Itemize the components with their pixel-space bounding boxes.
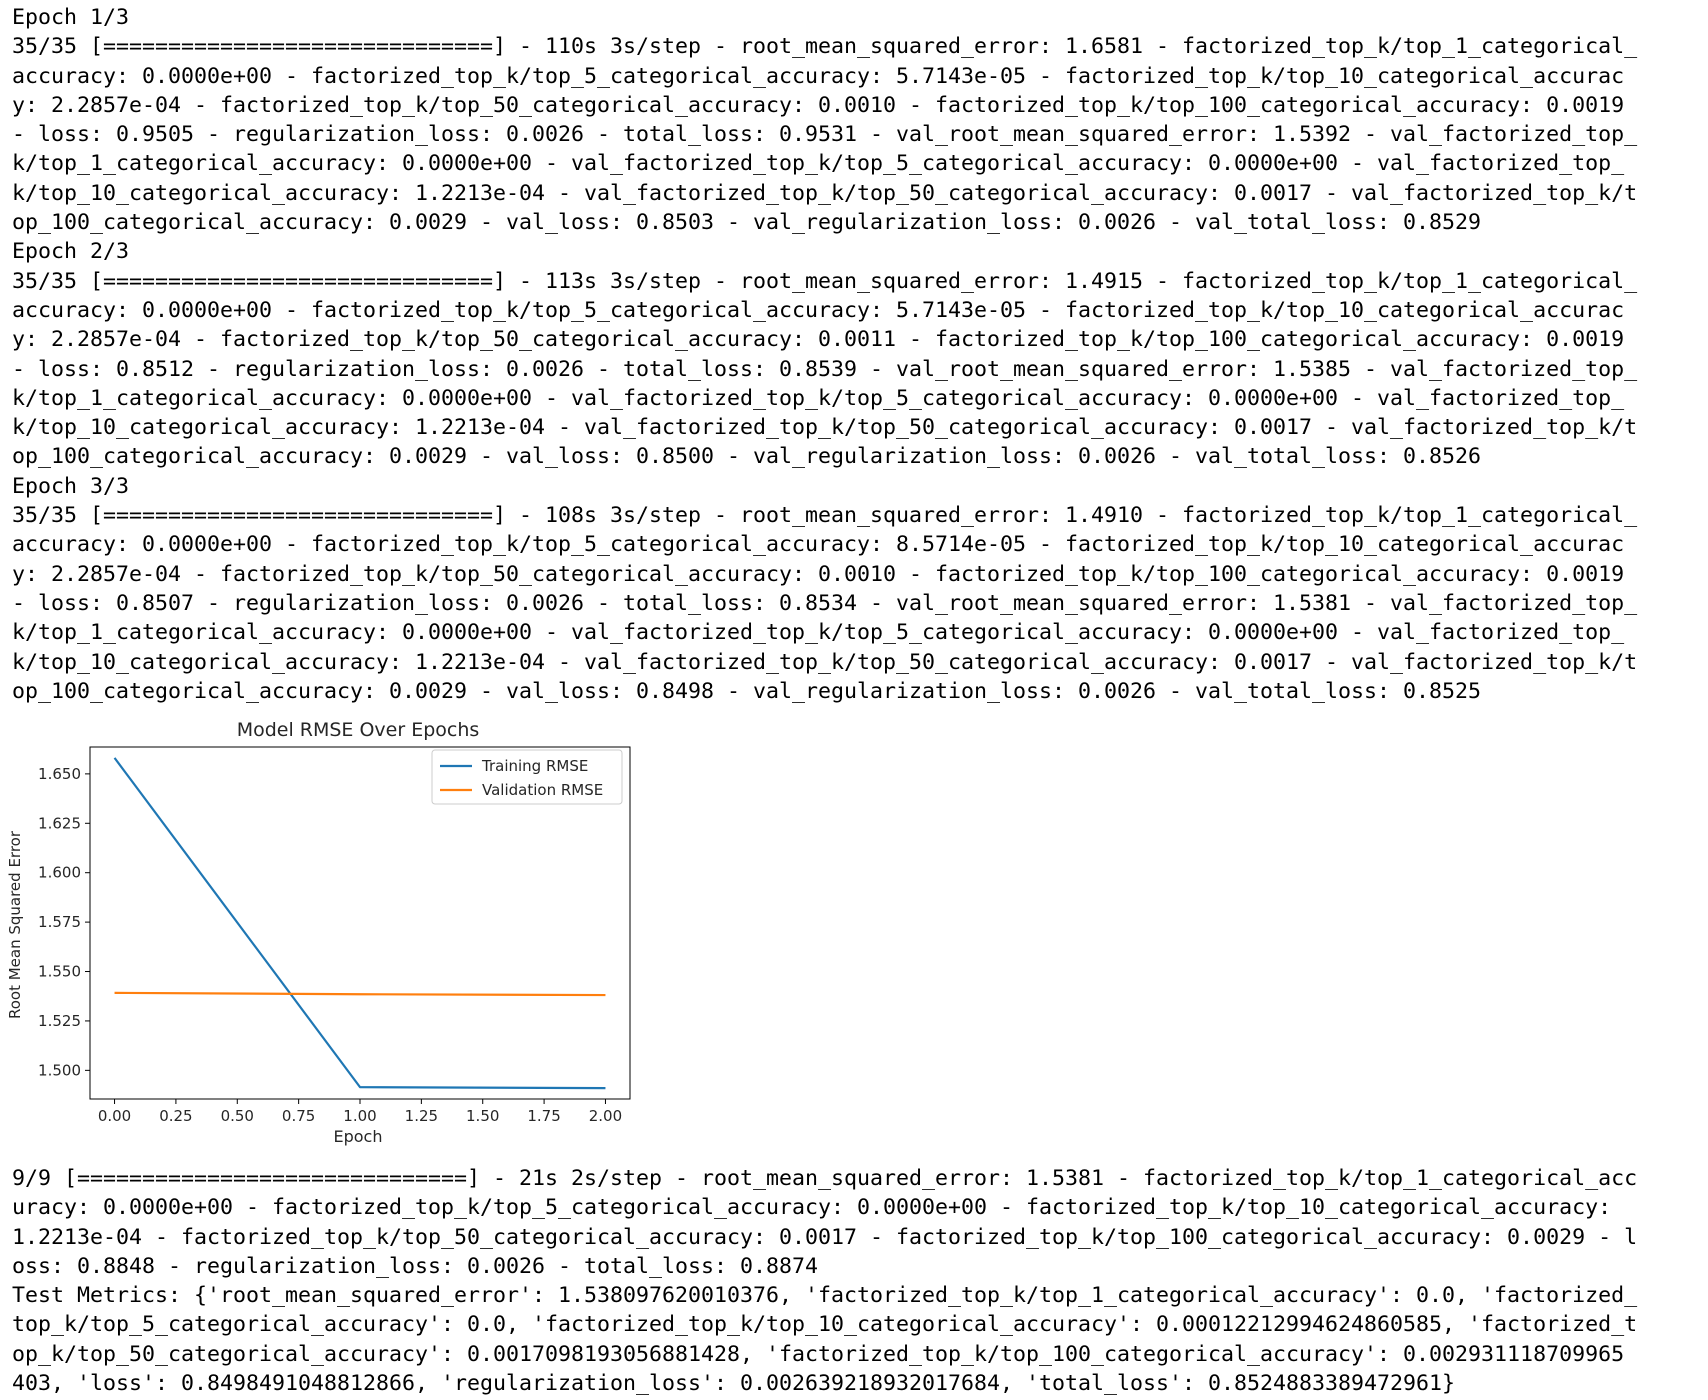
x-tick-label: 0.25 — [159, 1107, 192, 1125]
training-log-line: k/top_10_categorical_accuracy: 1.2213e-0… — [12, 180, 1638, 206]
training-log-line: k/top_10_categorical_accuracy: 1.2213e-0… — [12, 415, 1638, 441]
training-log-line: k/top_1_categorical_accuracy: 0.0000e+00… — [12, 385, 1625, 411]
training-log-line: 35/35 [==============================] -… — [12, 503, 1638, 529]
y-tick-label: 1.600 — [38, 864, 81, 882]
series-line-training — [113, 757, 606, 1090]
evaluation-log-line: top_k/top_5_categorical_accuracy': 0.0, … — [12, 1312, 1638, 1338]
training-log-line: - loss: 0.8512 - regularization_loss: 0.… — [12, 356, 1638, 382]
evaluation-log-line: 9/9 [==============================] - 2… — [12, 1166, 1638, 1191]
y-axis-label: Root Mean Squared Error — [6, 830, 24, 1019]
y-tick-label: 1.625 — [38, 814, 81, 832]
training-log-line: op_100_categorical_accuracy: 0.0029 - va… — [12, 444, 1482, 470]
evaluation-log-line: 403, 'loss': 0.8498491048812866, 'regula… — [12, 1371, 1456, 1397]
evaluation-log-line: Test Metrics: {'root_mean_squared_error'… — [12, 1283, 1638, 1309]
x-tick-label: 1.50 — [466, 1107, 499, 1125]
x-tick-label: 2.00 — [589, 1107, 622, 1125]
y-tick-label: 1.575 — [38, 913, 81, 931]
training-log-line: accuracy: 0.0000e+00 - factorized_top_k/… — [12, 532, 1625, 558]
training-log: Epoch 1/3 35/35 [========================… — [12, 3, 1637, 706]
plot-area: 0.00 0.25 0.50 0.75 1.00 1.25 1.50 1.75 2.00 1.50… — [38, 746, 631, 1125]
training-log-line: 35/35 [==============================] -… — [12, 34, 1638, 60]
x-tick-label: 1.00 — [343, 1107, 376, 1125]
training-log-line: 35/35 [==============================] -… — [12, 268, 1638, 294]
rmse-line-chart: Model RMSE Over Epochs Epoch Root Mean S… — [6, 719, 631, 1146]
x-tick-label: 1.25 — [405, 1107, 438, 1125]
training-log-line: y: 2.2857e-04 - factorized_top_k/top_50_… — [12, 561, 1625, 587]
training-log-line: - loss: 0.9505 - regularization_loss: 0.… — [12, 122, 1638, 148]
y-tick-label: 1.550 — [38, 963, 81, 981]
training-log-line: k/top_1_categorical_accuracy: 0.0000e+00… — [12, 620, 1625, 646]
evaluation-log: 9/9 [==============================] - 2… — [12, 1164, 1637, 1398]
x-axis-label: Epoch — [334, 1127, 383, 1146]
training-log-line: Epoch 1/3 — [12, 5, 130, 30]
series-line-validation — [114, 991, 606, 997]
training-log-line: Epoch 3/3 — [12, 473, 130, 499]
evaluation-log-line: oss: 0.8848 - regularization_loss: 0.002… — [12, 1253, 819, 1279]
y-tick-label: 1.500 — [38, 1061, 81, 1079]
legend-label: Validation RMSE — [482, 781, 603, 799]
x-tick-label: 0.00 — [98, 1107, 131, 1125]
y-tick-label: 1.525 — [38, 1012, 81, 1030]
training-log-line: k/top_10_categorical_accuracy: 1.2213e-0… — [12, 649, 1638, 675]
x-tick-label: 0.50 — [221, 1107, 254, 1125]
training-log-line: accuracy: 0.0000e+00 - factorized_top_k/… — [12, 63, 1625, 89]
training-log-line: - loss: 0.8507 - regularization_loss: 0.… — [12, 590, 1638, 616]
x-tick-label: 1.75 — [527, 1107, 560, 1125]
evaluation-log-line: uracy: 0.0000e+00 - factorized_top_k/top… — [12, 1195, 1612, 1221]
training-log-line: accuracy: 0.0000e+00 - factorized_top_k/… — [12, 297, 1625, 323]
training-log-line: op_100_categorical_accuracy: 0.0029 - va… — [12, 678, 1482, 704]
training-log-line: y: 2.2857e-04 - factorized_top_k/top_50_… — [12, 327, 1625, 353]
training-log-line: y: 2.2857e-04 - factorized_top_k/top_50_… — [12, 92, 1625, 118]
x-tick-label: 0.75 — [282, 1107, 315, 1125]
chart-title: Model RMSE Over Epochs — [237, 719, 480, 741]
training-log-line: k/top_1_categorical_accuracy: 0.0000e+00… — [12, 151, 1625, 177]
legend-label: Training RMSE — [481, 757, 588, 775]
evaluation-log-line: 1.2213e-04 - factorized_top_k/top_50_cat… — [12, 1224, 1638, 1250]
y-tick-label: 1.650 — [38, 765, 81, 783]
training-log-line: Epoch 2/3 — [12, 239, 130, 265]
legend-box — [431, 749, 623, 805]
training-log-line: op_100_categorical_accuracy: 0.0029 - va… — [12, 210, 1482, 236]
evaluation-log-line: op_k/top_50_categorical_accuracy': 0.001… — [12, 1341, 1625, 1367]
